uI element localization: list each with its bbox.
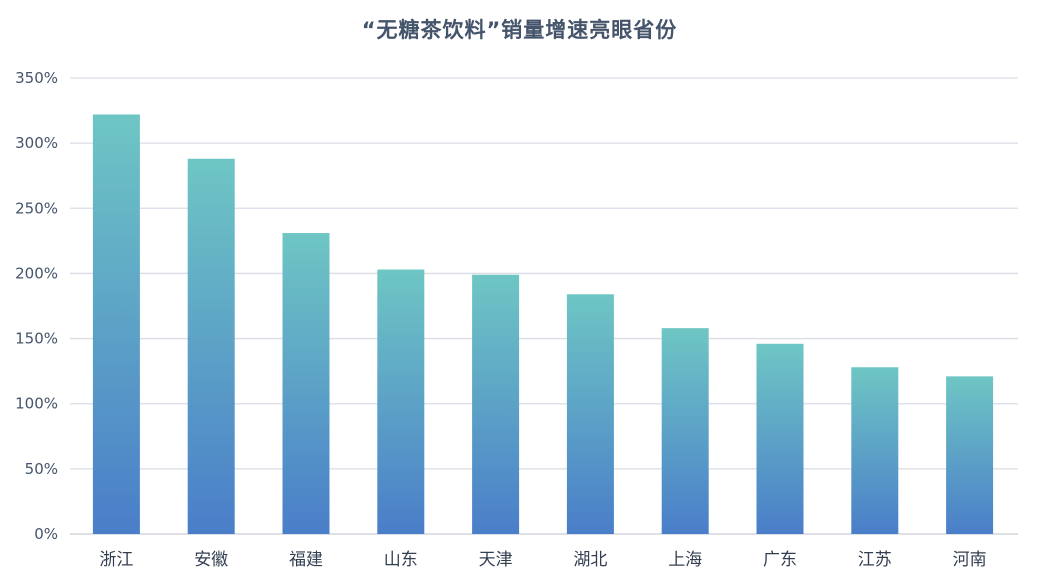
- x-category-label: 江苏: [858, 550, 892, 570]
- x-axis-categories: 浙江 安徽 福建 山东 天津 湖北 上海 广东 江苏 河南: [99, 550, 986, 570]
- bar-7: [756, 343, 804, 534]
- bar-1: [187, 158, 235, 534]
- x-category-label: 上海: [668, 550, 702, 570]
- y-tick-label: 100%: [15, 395, 58, 413]
- bar-2: [282, 233, 330, 535]
- chart-title: “无糖茶饮料”销量增速亮眼省份: [361, 18, 678, 42]
- bar-3: [377, 269, 425, 534]
- x-category-label: 浙江: [99, 550, 133, 570]
- y-tick-label: 250%: [15, 199, 58, 217]
- y-tick-label: 350%: [15, 69, 58, 87]
- bar-4: [472, 274, 520, 534]
- x-category-label: 安徽: [194, 550, 228, 570]
- bar-5: [566, 294, 614, 534]
- y-tick-label: 150%: [15, 330, 58, 348]
- bar-8: [851, 367, 899, 534]
- bars: [92, 114, 994, 535]
- bar-6: [661, 328, 709, 534]
- y-tick-label: 0%: [34, 525, 58, 543]
- x-category-label: 广东: [763, 550, 797, 570]
- x-category-label: 天津: [479, 550, 513, 570]
- bar-0: [92, 114, 140, 534]
- x-category-label: 山东: [384, 550, 418, 570]
- y-axis-ticks: 0% 50% 100% 150% 200% 250% 300% 350%: [15, 69, 58, 543]
- y-tick-label: 200%: [15, 264, 58, 282]
- x-category-label: 河南: [953, 550, 987, 570]
- y-tick-label: 300%: [15, 134, 58, 152]
- x-category-label: 湖北: [573, 550, 607, 570]
- bar-9: [946, 376, 994, 534]
- y-tick-label: 50%: [25, 460, 58, 478]
- x-category-label: 福建: [289, 550, 323, 570]
